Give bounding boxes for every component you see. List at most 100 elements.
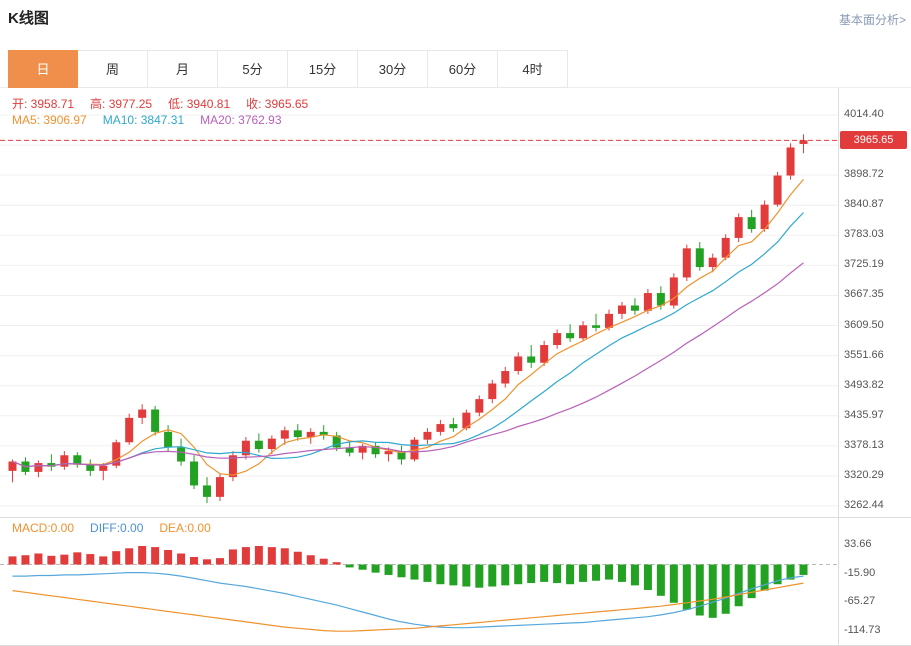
candle-body: [682, 248, 691, 278]
candle-body: [436, 424, 445, 432]
macd-bar: [734, 564, 743, 607]
tab-15分[interactable]: 15分: [288, 50, 358, 88]
macd-chart[interactable]: [0, 518, 838, 646]
price-axis-label: 3320.29: [844, 468, 884, 481]
macd-bar: [527, 564, 536, 584]
macd-bar: [501, 564, 510, 586]
macd-bar: [215, 558, 224, 565]
candle-body: [605, 313, 613, 328]
price-axis-label: 3378.13: [844, 438, 884, 451]
macd-bar: [34, 553, 43, 565]
panel-divider: [0, 517, 911, 518]
ma20-line: [12, 262, 804, 468]
candle-body: [293, 430, 302, 438]
tab-周[interactable]: 周: [78, 50, 148, 88]
candle-body: [203, 485, 211, 497]
candle-body: [617, 305, 626, 314]
macd-bar: [708, 564, 717, 618]
macd-bar: [682, 564, 691, 610]
candle-body: [449, 424, 458, 429]
macd-bar: [86, 554, 95, 565]
macd-bar: [293, 551, 302, 565]
macd-bar: [60, 554, 69, 565]
tab-日[interactable]: 日: [8, 50, 78, 88]
fundamental-analysis-link[interactable]: 基本面分析>: [838, 13, 906, 27]
candle-body: [656, 293, 665, 306]
price-axis-label: 3493.82: [844, 378, 884, 391]
ohlc-legend: 开: 3958.71 高: 3977.25 低: 3940.81 收: 3965.65: [12, 95, 324, 112]
ma-ma5: MA5: 3906.97: [12, 113, 87, 127]
diff-line: [12, 571, 804, 629]
candle-body: [721, 237, 730, 258]
candle-body: [695, 248, 704, 268]
price-axis-label: 3840.87: [844, 198, 884, 211]
tab-月[interactable]: 月: [148, 50, 218, 88]
macd-bar: [423, 564, 432, 582]
candle-body: [553, 333, 562, 346]
macd-bar: [488, 564, 497, 587]
macd-bar: [449, 564, 458, 586]
candle-body: [190, 461, 199, 486]
macd-bar: [617, 564, 626, 582]
candle-body: [540, 345, 549, 363]
macd-bar: [669, 564, 678, 603]
candle-body: [423, 431, 432, 440]
candle-body: [773, 175, 782, 205]
candle-body: [475, 399, 484, 413]
price-axis-label: 3435.97: [844, 408, 884, 421]
ohlc-high: 高: 3977.25: [90, 97, 153, 111]
tab-60分[interactable]: 60分: [428, 50, 498, 88]
candle-body: [799, 140, 808, 144]
price-axis-label: 3551.66: [844, 348, 884, 361]
macd-bar: [345, 564, 354, 568]
candle-body: [86, 464, 95, 471]
candle-body: [8, 461, 17, 471]
candle-body: [630, 305, 639, 311]
ma10-line: [12, 212, 804, 468]
macd-bar: [592, 564, 601, 581]
candle-body: [99, 465, 108, 471]
tab-5分[interactable]: 5分: [218, 50, 288, 88]
macd-bar: [228, 549, 237, 565]
candle-body: [579, 325, 588, 339]
macd-bar: [721, 564, 730, 614]
macd-bar: [514, 564, 523, 585]
macd-axis-label: -15.90: [844, 566, 876, 579]
candle-body: [566, 333, 575, 339]
macd-axis-label: 33.66: [844, 538, 872, 550]
macd-axis-label: -114.73: [844, 624, 881, 636]
candlestick-chart[interactable]: [0, 88, 838, 518]
ma-legend: MA5: 3906.97 MA10: 3847.31 MA20: 3762.93: [12, 113, 298, 127]
macd-bar: [579, 564, 588, 582]
macd-bar: [358, 564, 367, 570]
candle-body: [306, 431, 315, 438]
macd-bar: [203, 559, 211, 565]
price-axis-label: 3667.35: [844, 288, 884, 301]
candle-body: [345, 447, 354, 453]
price-axis-label: 3609.50: [844, 318, 884, 331]
ohlc-open: 开: 3958.71: [12, 97, 75, 111]
candle-body: [708, 257, 717, 268]
macd-bar: [747, 564, 756, 599]
tab-4时[interactable]: 4时: [498, 50, 568, 88]
macd-bar: [190, 556, 199, 565]
price-axis-label: 4014.40: [844, 108, 884, 120]
dea-line: [12, 582, 804, 632]
page-title: K线图: [8, 10, 49, 27]
candle-body: [786, 147, 795, 176]
macd-bar: [410, 564, 419, 580]
last-price-tag: 3965.65: [840, 131, 907, 150]
ma-ma10: MA10: 3847.31: [102, 113, 185, 127]
macd-bar: [177, 553, 186, 565]
macd-bar: [332, 562, 341, 565]
ohlc-close: 收: 3965.65: [246, 97, 309, 111]
tab-30分[interactable]: 30分: [358, 50, 428, 88]
candle-body: [319, 431, 328, 436]
macd-diff: DIFF:0.00: [90, 521, 144, 535]
candle-body: [488, 383, 497, 400]
macd-bar: [436, 564, 445, 585]
macd-bar: [799, 564, 808, 575]
macd-bar: [164, 550, 173, 565]
candle-body: [332, 435, 341, 448]
